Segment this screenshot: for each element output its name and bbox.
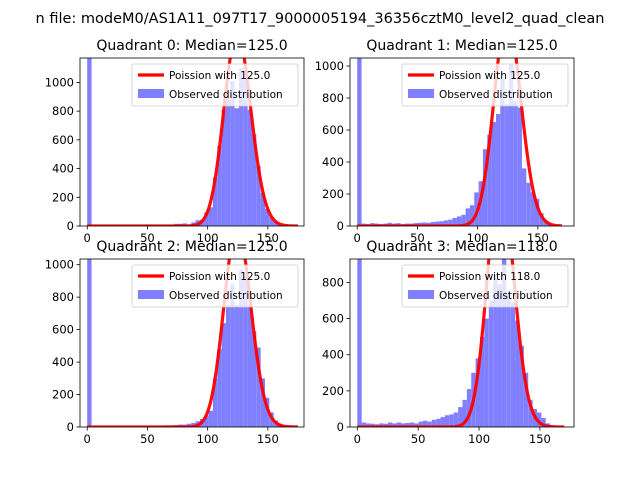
histogram-bar — [522, 168, 526, 226]
y-tick-label: 200 — [322, 187, 344, 201]
y-tick-label: 600 — [52, 133, 74, 147]
x-tick-label: 50 — [140, 432, 155, 446]
histogram-bar — [489, 301, 493, 427]
subplot-title: Quadrant 1: Median=125.0 — [366, 38, 557, 54]
x-tick-label: 0 — [84, 231, 91, 245]
y-tick-label: 600 — [52, 323, 74, 337]
y-tick-label: 1000 — [45, 258, 74, 272]
x-tick-label: 0 — [84, 432, 91, 446]
legend-label-observed: Observed distribution — [439, 89, 553, 101]
y-tick-label: 0 — [67, 219, 74, 233]
histogram-bar — [496, 114, 500, 226]
histogram-bar — [248, 110, 252, 226]
x-tick-label: 100 — [197, 432, 219, 446]
histogram-bar — [492, 122, 496, 226]
legend: Poission with 118.0 Observed distribution — [402, 265, 568, 307]
y-tick-label: 600 — [322, 123, 344, 137]
histogram-bar — [235, 108, 239, 226]
subplot-title: Quadrant 3: Median=118.0 — [366, 239, 557, 255]
legend-label-fit: Poission with 118.0 — [439, 271, 540, 283]
legend-label-fit: Poission with 125.0 — [439, 70, 540, 82]
y-tick-label: 800 — [322, 91, 344, 105]
histogram-bar — [87, 58, 91, 226]
y-tick-label: 1000 — [315, 59, 344, 73]
y-tick-label: 0 — [337, 219, 344, 233]
histogram-bar — [518, 108, 522, 226]
histogram-bar — [226, 100, 230, 226]
y-tick-label: 200 — [322, 384, 344, 398]
histogram-bar — [445, 415, 449, 427]
legend-bar-swatch — [408, 89, 434, 98]
legend: Poission with 125.0 Observed distribution — [132, 64, 298, 106]
histogram-bar — [506, 292, 510, 427]
histogram-bar — [222, 323, 226, 427]
histogram-bar — [87, 259, 91, 427]
histogram-bar — [513, 101, 517, 226]
poisson-fit-line — [87, 34, 298, 226]
subplot-quadrant-2: 0 50 100 150 0 200 400 600 800 1000 Quadrant 2: Me… — [45, 228, 304, 446]
y-tick-label: 200 — [52, 190, 74, 204]
histogram-bar — [209, 411, 213, 427]
y-tick-label: 0 — [337, 420, 344, 434]
legend-bar-swatch — [408, 290, 434, 299]
y-tick-label: 1000 — [45, 75, 74, 89]
x-tick-label: 50 — [411, 432, 426, 446]
histogram-bar — [357, 259, 361, 427]
legend-bar-swatch — [138, 89, 164, 98]
histogram-bar — [357, 58, 361, 226]
y-tick-label: 400 — [322, 348, 344, 362]
histogram-bar — [505, 104, 509, 226]
x-tick-label: 150 — [257, 432, 279, 446]
legend: Poission with 125.0 Observed distribution — [402, 64, 568, 106]
histogram-bar — [526, 183, 530, 226]
subplot-title: Quadrant 2: Median=125.0 — [96, 239, 287, 255]
y-tick-label: 800 — [52, 104, 74, 118]
figure-suptitle: n file: modeM0/AS1A11_097T17_9000005194_… — [36, 11, 605, 27]
histogram-bar — [226, 305, 230, 427]
y-tick-label: 600 — [322, 312, 344, 326]
subplot-title: Quadrant 0: Median=125.0 — [96, 38, 287, 54]
legend-bar-swatch — [138, 290, 164, 299]
y-tick-label: 800 — [52, 290, 74, 304]
x-tick-label: 150 — [529, 432, 551, 446]
y-tick-label: 200 — [52, 388, 74, 402]
legend-label-observed: Observed distribution — [439, 290, 553, 302]
y-tick-label: 400 — [322, 155, 344, 169]
poisson-fit-line — [87, 228, 298, 427]
legend-label-observed: Observed distribution — [169, 290, 283, 302]
histogram-bar — [449, 414, 453, 427]
histogram-bar — [484, 319, 488, 427]
legend-label-observed: Observed distribution — [169, 89, 283, 101]
y-tick-label: 400 — [52, 355, 74, 369]
y-tick-label: 0 — [67, 420, 74, 434]
histogram-bar — [511, 302, 515, 427]
legend-label-fit: Poission with 125.0 — [169, 271, 270, 283]
legend-label-fit: Poission with 125.0 — [169, 70, 270, 82]
x-tick-label: 100 — [468, 432, 490, 446]
y-tick-label: 400 — [52, 162, 74, 176]
legend: Poission with 125.0 Observed distribution — [132, 265, 298, 307]
y-tick-label: 800 — [322, 275, 344, 289]
x-tick-label: 0 — [354, 432, 361, 446]
histogram-bar — [235, 305, 239, 427]
x-tick-label: 0 — [354, 231, 361, 245]
